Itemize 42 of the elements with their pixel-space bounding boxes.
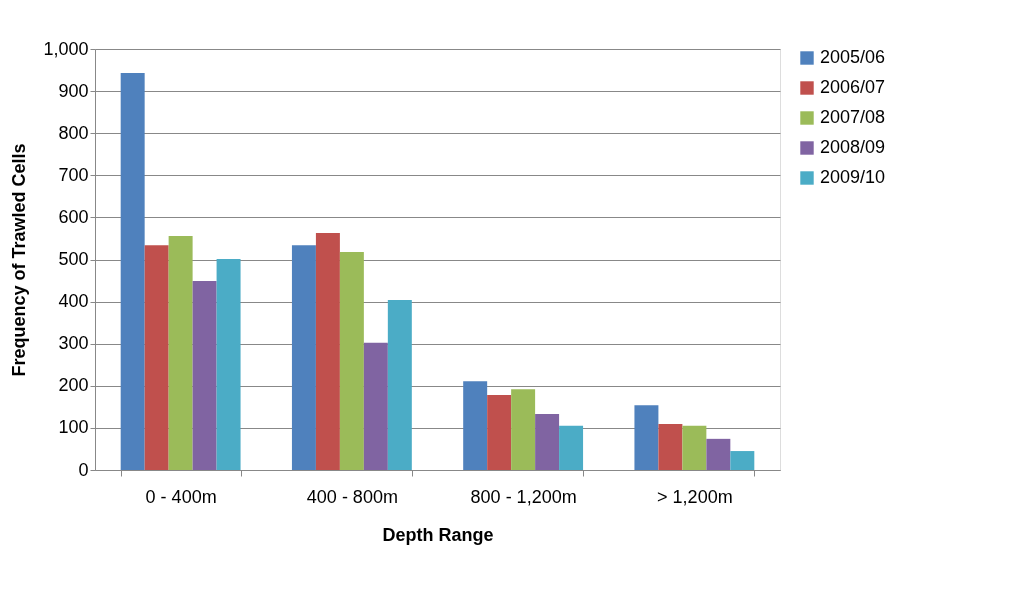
- bar: [463, 381, 488, 470]
- y-tick-label: 500: [58, 249, 89, 269]
- bar: [511, 389, 536, 470]
- bar: [339, 251, 364, 470]
- y-tick-label: 1,000: [43, 38, 89, 59]
- bar: [559, 425, 584, 470]
- bar: [706, 438, 731, 470]
- bar: [535, 414, 560, 470]
- bar: [315, 232, 340, 470]
- bar: [192, 280, 217, 470]
- legend-label: 2008/09: [820, 137, 886, 157]
- x-axis-title: Depth Range: [382, 524, 494, 545]
- x-tick-label: 0 - 400m: [145, 486, 217, 507]
- y-tick-label: 300: [58, 333, 89, 354]
- legend-label: 2009/10: [820, 167, 886, 187]
- bar: [487, 395, 512, 470]
- bar: [291, 245, 316, 470]
- x-tick-label: 400 - 800m: [306, 486, 398, 507]
- y-tick-label: 400: [58, 291, 89, 312]
- x-tick-label: 800 - 1,200m: [470, 486, 577, 507]
- x-tick-label: > 1,200m: [657, 486, 733, 507]
- y-tick-label: 100: [58, 417, 89, 438]
- legend-label: 2005/06: [820, 47, 886, 67]
- bar: [658, 424, 683, 470]
- y-tick-label: 900: [58, 80, 89, 101]
- bar: [144, 245, 169, 470]
- bar: [682, 425, 707, 470]
- bar: [363, 342, 388, 470]
- legend-label: 2006/07: [820, 77, 886, 97]
- y-tick-label: 0: [78, 459, 89, 480]
- bar: [216, 259, 241, 470]
- bar: [634, 405, 659, 470]
- y-axis-title: Frequency of Trawled Cells: [9, 143, 30, 377]
- bar: [387, 299, 412, 470]
- bar: [730, 451, 755, 470]
- bar: [168, 235, 193, 470]
- y-tick-label: 700: [58, 164, 89, 185]
- y-tick-label: 800: [58, 122, 89, 143]
- y-tick-label: 600: [58, 206, 89, 227]
- y-tick-label: 200: [58, 375, 89, 396]
- bar: [120, 73, 145, 470]
- legend-label: 2007/08: [820, 107, 886, 127]
